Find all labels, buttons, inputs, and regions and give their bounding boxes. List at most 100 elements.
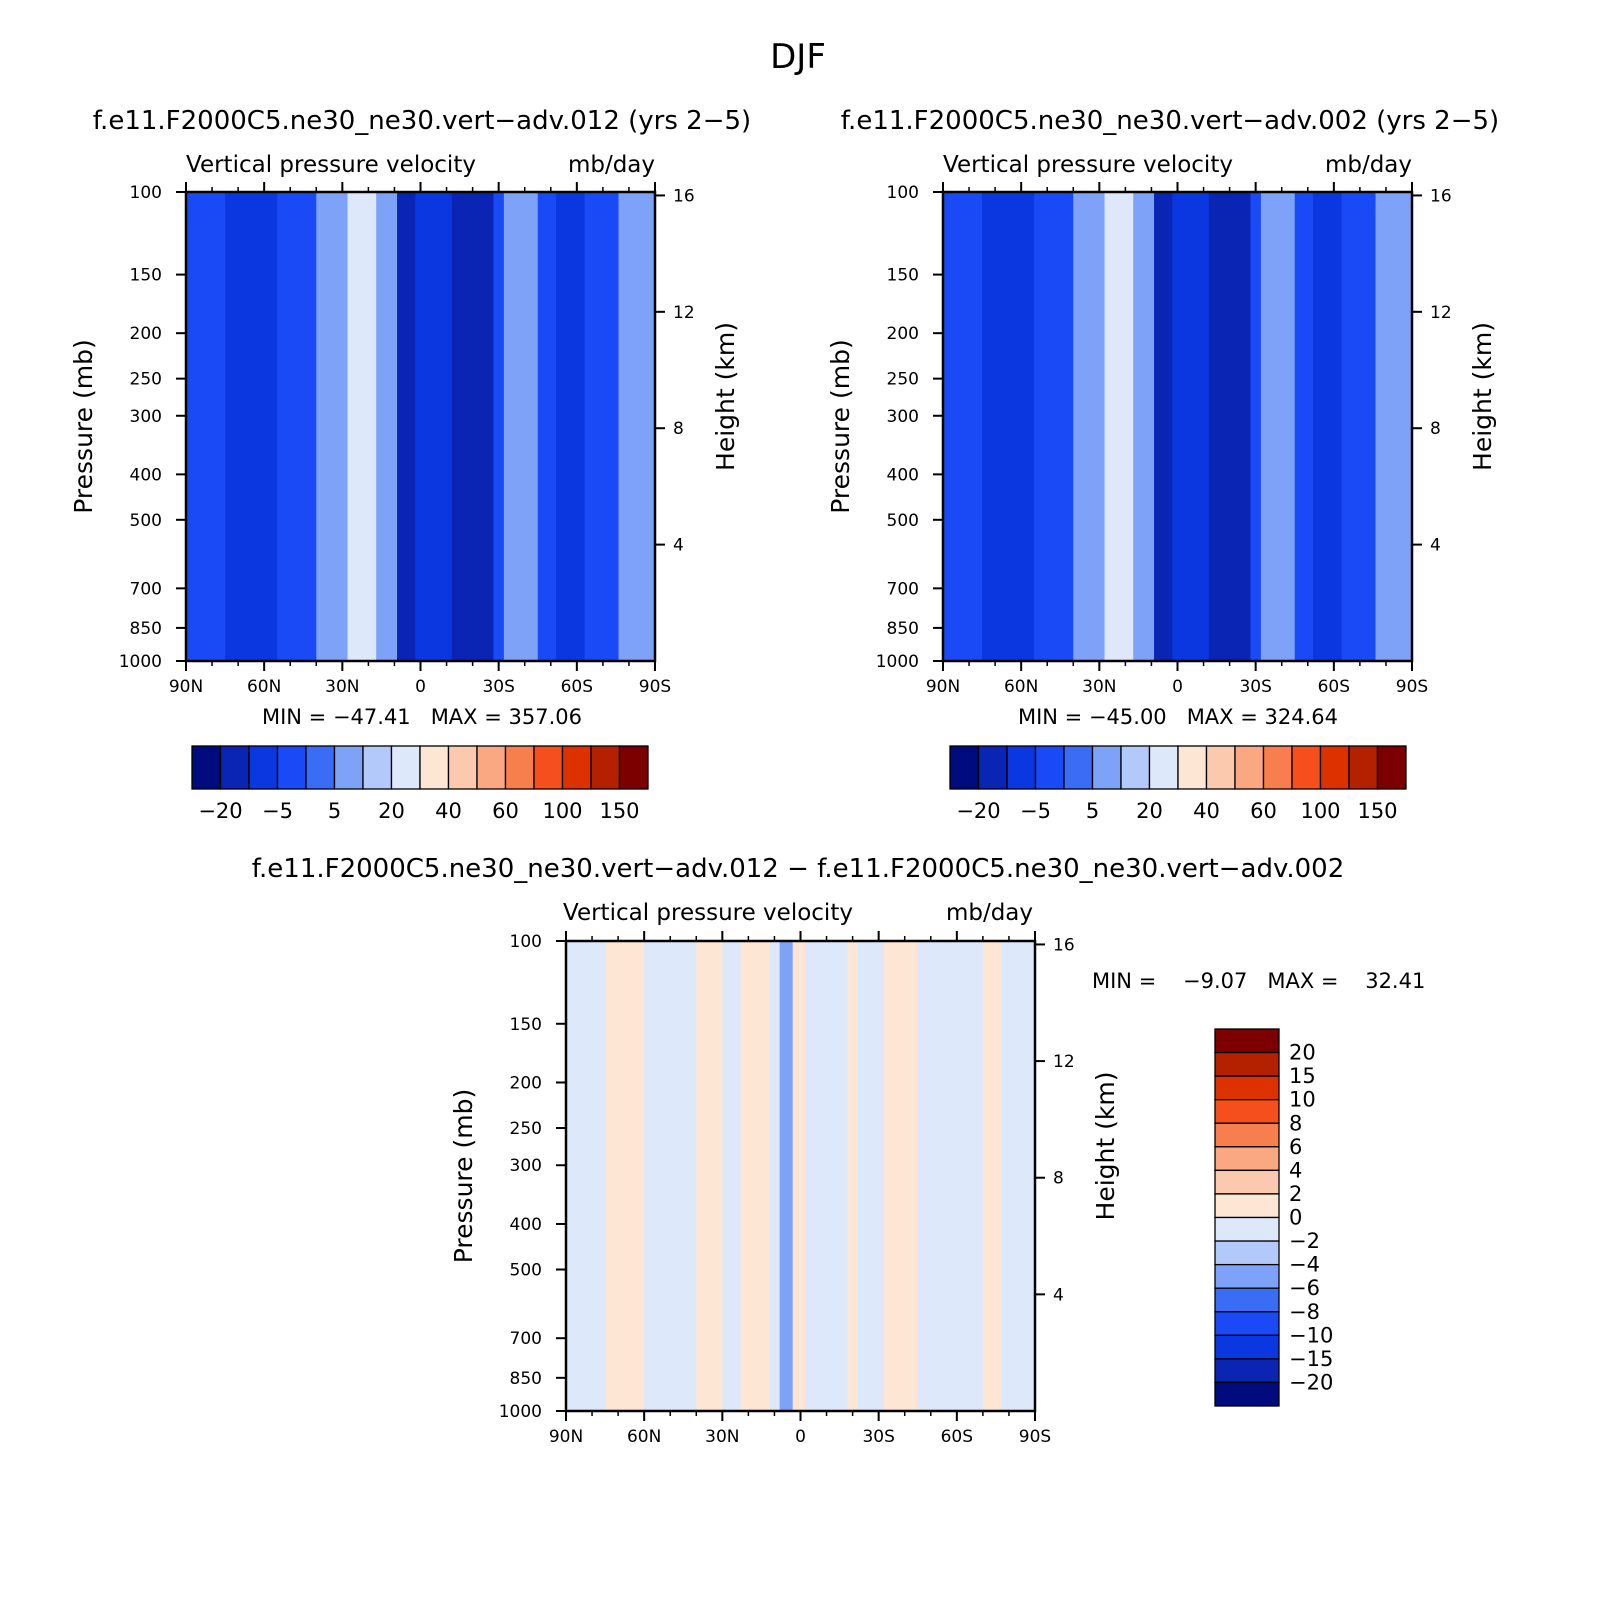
- contour-band: [225, 192, 278, 661]
- y-tick-label: 850: [510, 1369, 542, 1389]
- contour-band: [1260, 192, 1296, 661]
- contour-band: [847, 941, 859, 1411]
- colorbar-label: 150: [599, 799, 639, 823]
- contour-band: [555, 192, 586, 661]
- y-tick-label: 150: [130, 266, 162, 286]
- contour-band: [1294, 192, 1314, 661]
- colorbar-swatch: [590, 745, 621, 790]
- plot-area: 90N 60N 30N 0 30S 60S 90S 100 150 200 250 300 400 500…: [449, 931, 1120, 1447]
- y-tick-label: 500: [510, 1261, 542, 1281]
- y-tick-label: 500: [887, 511, 919, 531]
- colorbar-swatch: [305, 745, 336, 790]
- colorbar-swatch: [1214, 1193, 1280, 1219]
- y-right-tick-label: 8: [673, 419, 684, 439]
- colorbar-swatch: [1214, 1334, 1280, 1360]
- colorbar-swatch: [1376, 745, 1407, 790]
- y-tick-label: 200: [130, 324, 162, 344]
- colorbar-swatch: [390, 745, 421, 790]
- y-axis-title: Pressure (mb): [826, 339, 855, 513]
- stats-label: MIN = −9.07 MAX = 32.41: [1092, 969, 1425, 993]
- x-tick-label: 0: [795, 1427, 806, 1447]
- colorbar: −20 −5 5 20 40 60 100 150: [191, 745, 649, 823]
- y-tick-label: 150: [887, 266, 919, 286]
- panel-subtitle-left: Vertical pressure velocity: [186, 152, 476, 178]
- x-tick-label: 0: [415, 677, 426, 697]
- colorbar-label: 2: [1289, 1182, 1302, 1206]
- contour-band: [1172, 192, 1210, 661]
- y-tick-label: 400: [130, 465, 162, 485]
- y-tick-label: 700: [130, 579, 162, 599]
- contour-band: [584, 192, 620, 661]
- contour-band: [618, 192, 656, 661]
- colorbar-swatch: [1214, 1075, 1280, 1101]
- colorbar-swatch: [1177, 745, 1208, 790]
- y-right-tick-label: 4: [673, 536, 684, 556]
- x-tick-label: 90S: [1019, 1427, 1051, 1447]
- y-right-tick-label: 16: [1053, 935, 1075, 955]
- colorbar-swatch: [248, 745, 279, 790]
- x-tick-label: 30S: [1239, 677, 1271, 697]
- stats-label: MIN = −47.41 MAX = 357.06: [262, 705, 582, 729]
- x-tick-label: 90S: [1396, 677, 1428, 697]
- colorbar-label: −20: [956, 799, 1000, 823]
- x-tick-label: 90S: [639, 677, 671, 697]
- y-right-axis-title: Height (km): [711, 322, 740, 471]
- x-tick-label: 60N: [247, 677, 281, 697]
- colorbar-swatch: [1214, 1051, 1280, 1077]
- panel-title: f.e11.F2000C5.ne30_ne30.vert−adv.012 − f…: [252, 854, 1344, 884]
- colorbar-swatch: [1214, 1240, 1280, 1266]
- plot-area: 90N 60N 30N 0 30S 60S 90S 100 150 200 250 300 400 500…: [826, 182, 1497, 697]
- contour-band: [696, 941, 723, 1411]
- y-right-tick-label: 8: [1430, 419, 1441, 439]
- contour-band: [1312, 192, 1343, 661]
- colorbar-label: −2: [1289, 1229, 1320, 1253]
- colorbar-swatch: [1214, 1263, 1280, 1289]
- y-tick-label: 250: [510, 1119, 542, 1139]
- contour-band: [1104, 192, 1134, 661]
- x-tick-label: 30N: [705, 1427, 739, 1447]
- contour-band: [1375, 192, 1413, 661]
- y-tick-label: 150: [510, 1015, 542, 1035]
- colorbar-label: 6: [1289, 1135, 1302, 1159]
- y-tick-label: 400: [510, 1215, 542, 1235]
- plot-area: 90N 60N 30N 0 30S 60S 90S 100 150 200 250 300 400 500…: [69, 182, 740, 697]
- colorbar-label: −8: [1289, 1300, 1320, 1324]
- panel-012: f.e11.F2000C5.ne30_ne30.vert−adv.012 (yr…: [69, 106, 751, 823]
- colorbar-label: −20: [198, 799, 242, 823]
- contour-band: [347, 192, 377, 661]
- colorbar-label: 40: [435, 799, 462, 823]
- colorbar: −20 −5 5 20 40 60 100 150: [949, 745, 1407, 823]
- y-tick-label: 100: [510, 932, 542, 952]
- contour-band: [883, 941, 919, 1411]
- y-tick-label: 200: [887, 324, 919, 344]
- x-tick-label: 60S: [561, 677, 593, 697]
- colorbar-swatch: [276, 745, 307, 790]
- y-tick-label: 300: [130, 407, 162, 427]
- x-tick-label: 90N: [549, 1427, 583, 1447]
- colorbar-swatch: [1214, 1358, 1280, 1384]
- y-tick-label: 850: [887, 619, 919, 639]
- colorbar-label: 40: [1193, 799, 1220, 823]
- y-right-tick-label: 12: [1430, 303, 1452, 323]
- y-tick-label: 300: [887, 407, 919, 427]
- colorbar-swatch: [362, 745, 393, 790]
- x-tick-label: 0: [1172, 677, 1183, 697]
- contour-band: [376, 192, 398, 661]
- colorbar-swatch: [1120, 745, 1151, 790]
- y-tick-label: 700: [510, 1329, 542, 1349]
- y-tick-label: 1000: [876, 652, 919, 672]
- contour-band: [792, 941, 807, 1411]
- colorbar-swatch: [1262, 745, 1293, 790]
- colorbar-swatch: [1234, 745, 1265, 790]
- colorbar-label: 20: [1289, 1041, 1316, 1065]
- colorbar-label: −4: [1289, 1253, 1320, 1277]
- y-right-axis-title: Height (km): [1091, 1072, 1120, 1221]
- colorbar-swatch: [618, 745, 649, 790]
- colorbar-swatch: [1034, 745, 1065, 790]
- colorbar-label: 15: [1289, 1064, 1316, 1088]
- contour-band: [1250, 192, 1262, 661]
- contour-band: [503, 192, 539, 661]
- contour-band: [644, 941, 697, 1411]
- y-right-tick-label: 4: [1053, 1285, 1064, 1305]
- y-right-tick-label: 8: [1053, 1169, 1064, 1189]
